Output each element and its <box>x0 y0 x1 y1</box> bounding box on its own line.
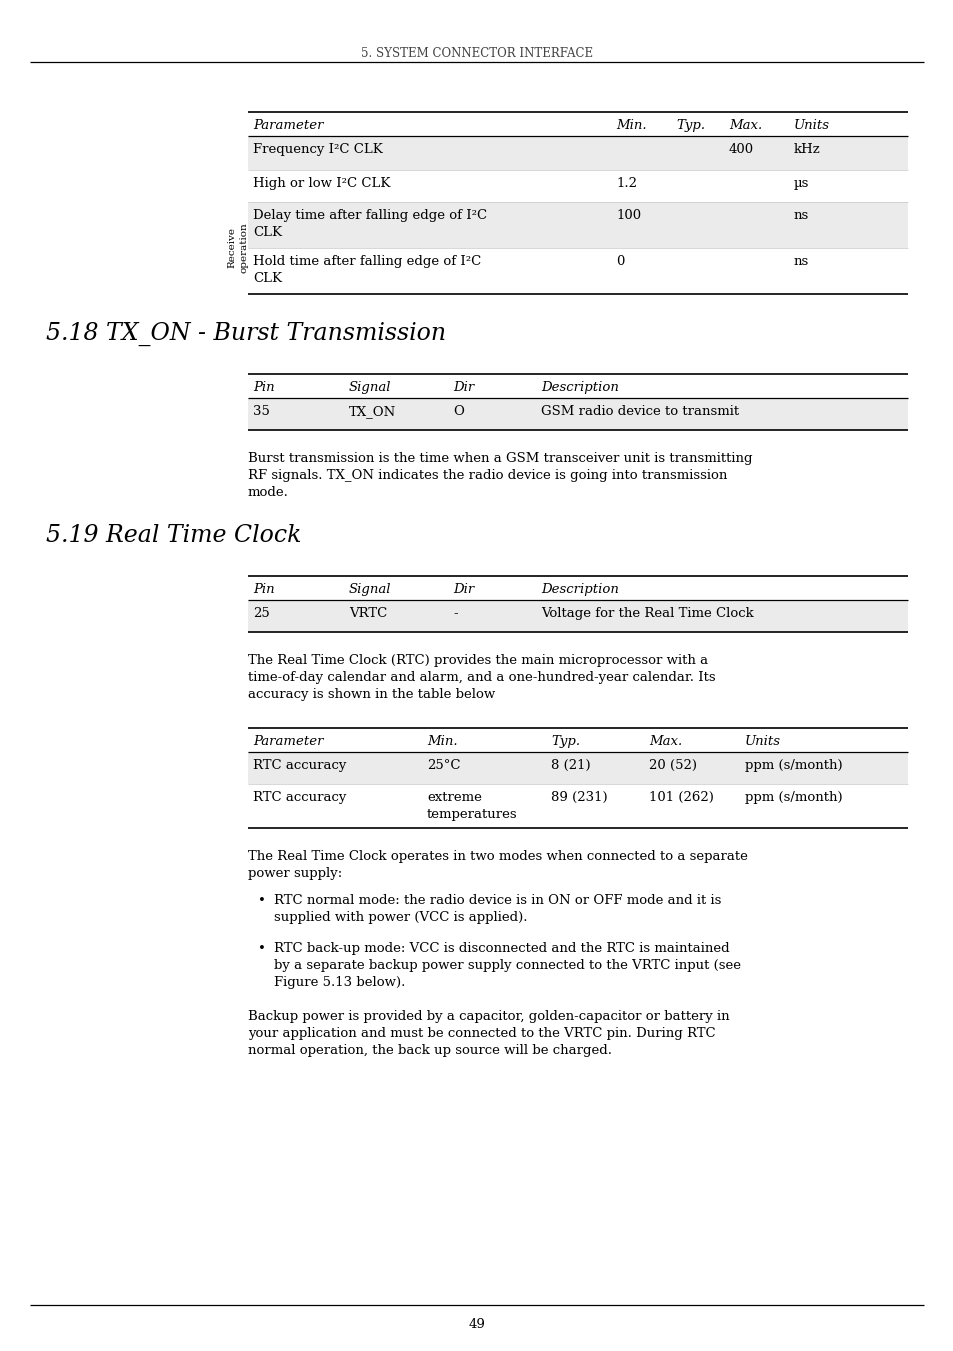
Text: Parameter: Parameter <box>253 735 323 748</box>
Text: 1.2: 1.2 <box>616 177 637 190</box>
Text: RTC back-up mode: VCC is disconnected and the RTC is maintained
by a separate ba: RTC back-up mode: VCC is disconnected an… <box>274 942 740 989</box>
Text: Pin: Pin <box>253 584 274 596</box>
Text: Burst transmission is the time when a GSM transceiver unit is transmitting
RF si: Burst transmission is the time when a GS… <box>248 453 752 499</box>
Text: VRTC: VRTC <box>349 607 387 620</box>
Text: 5.18 TX_ON - Burst Transmission: 5.18 TX_ON - Burst Transmission <box>46 322 446 346</box>
Text: Typ.: Typ. <box>551 735 579 748</box>
Text: Voltage for the Real Time Clock: Voltage for the Real Time Clock <box>540 607 753 620</box>
Text: RTC normal mode: the radio device is in ON or OFF mode and it is
supplied with p: RTC normal mode: the radio device is in … <box>274 894 720 924</box>
Bar <box>248 203 907 249</box>
Text: -: - <box>453 607 457 620</box>
Text: 8 (21): 8 (21) <box>551 759 590 771</box>
Text: 35: 35 <box>253 405 270 417</box>
Text: Backup power is provided by a capacitor, golden-capacitor or battery in
your app: Backup power is provided by a capacitor,… <box>248 1011 729 1056</box>
Text: Max.: Max. <box>728 119 761 132</box>
Bar <box>248 600 907 632</box>
Text: ns: ns <box>793 209 808 222</box>
Text: ppm (s/month): ppm (s/month) <box>744 790 841 804</box>
Text: Signal: Signal <box>349 584 391 596</box>
Text: 400: 400 <box>728 143 753 155</box>
Text: TX_ON: TX_ON <box>349 405 395 417</box>
Text: High or low I²C CLK: High or low I²C CLK <box>253 177 390 190</box>
Text: Dir: Dir <box>453 381 474 394</box>
Text: Min.: Min. <box>616 119 646 132</box>
Text: Typ.: Typ. <box>676 119 704 132</box>
Text: •: • <box>257 942 266 955</box>
Text: Max.: Max. <box>648 735 681 748</box>
Bar <box>248 399 907 430</box>
Text: 0: 0 <box>616 255 623 267</box>
Text: 5.19 Real Time Clock: 5.19 Real Time Clock <box>46 524 301 547</box>
Text: ppm (s/month): ppm (s/month) <box>744 759 841 771</box>
Text: Description: Description <box>540 584 618 596</box>
Text: Dir: Dir <box>453 584 474 596</box>
Text: 25°C: 25°C <box>427 759 460 771</box>
Text: 25: 25 <box>253 607 270 620</box>
Text: Signal: Signal <box>349 381 391 394</box>
Text: Min.: Min. <box>427 735 457 748</box>
Bar <box>248 136 907 170</box>
Text: 20 (52): 20 (52) <box>648 759 697 771</box>
Text: The Real Time Clock operates in two modes when connected to a separate
power sup: The Real Time Clock operates in two mode… <box>248 850 747 880</box>
Text: 101 (262): 101 (262) <box>648 790 713 804</box>
Text: Delay time after falling edge of I²C
CLK: Delay time after falling edge of I²C CLK <box>253 209 487 239</box>
Text: ns: ns <box>793 255 808 267</box>
Text: Receive
operation: Receive operation <box>228 223 248 273</box>
Text: RTC accuracy: RTC accuracy <box>253 759 346 771</box>
Text: 100: 100 <box>616 209 640 222</box>
Text: Units: Units <box>793 119 829 132</box>
Text: extreme
temperatures: extreme temperatures <box>427 790 517 821</box>
Text: Units: Units <box>744 735 781 748</box>
Text: The Real Time Clock (RTC) provides the main microprocessor with a
time-of-day ca: The Real Time Clock (RTC) provides the m… <box>248 654 715 701</box>
Text: Hold time after falling edge of I²C
CLK: Hold time after falling edge of I²C CLK <box>253 255 480 285</box>
Text: Frequency I²C CLK: Frequency I²C CLK <box>253 143 382 155</box>
Bar <box>248 753 907 784</box>
Text: 89 (231): 89 (231) <box>551 790 607 804</box>
Text: Pin: Pin <box>253 381 274 394</box>
Text: •: • <box>257 894 266 907</box>
Text: µs: µs <box>793 177 808 190</box>
Text: Description: Description <box>540 381 618 394</box>
Text: 5. SYSTEM CONNECTOR INTERFACE: 5. SYSTEM CONNECTOR INTERFACE <box>360 47 593 59</box>
Text: GSM radio device to transmit: GSM radio device to transmit <box>540 405 739 417</box>
Text: O: O <box>453 405 463 417</box>
Text: kHz: kHz <box>793 143 820 155</box>
Text: 49: 49 <box>468 1319 485 1331</box>
Text: RTC accuracy: RTC accuracy <box>253 790 346 804</box>
Text: Parameter: Parameter <box>253 119 323 132</box>
